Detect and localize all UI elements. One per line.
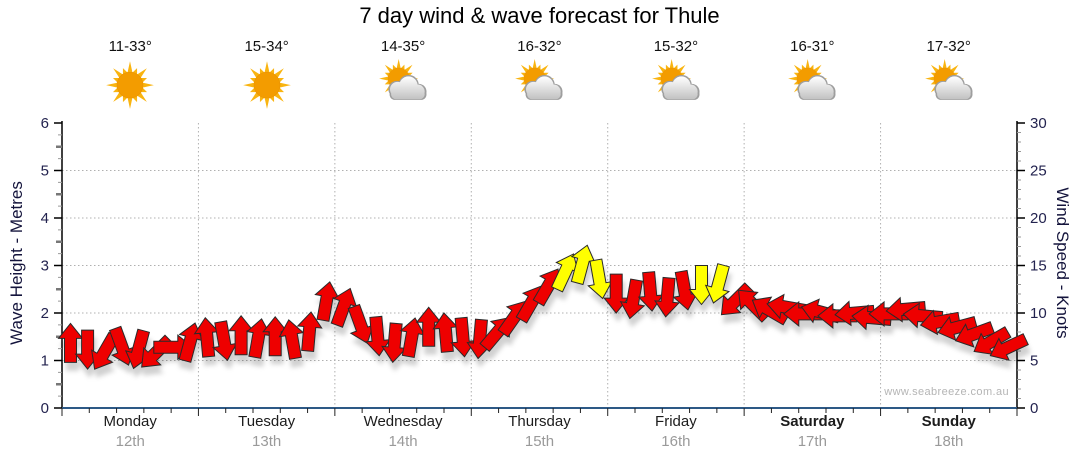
- x-axis-day-labels: Monday 12th Tuesday 13th Wednesday 14th Thursd…: [62, 413, 1017, 453]
- left-tick-label: 5: [41, 163, 49, 180]
- temp-range-label: 15-34°: [244, 38, 289, 55]
- left-tick-label: 1: [41, 353, 49, 370]
- day-header-thursday: 16-32°: [471, 38, 607, 122]
- sun-cloud-icon: [515, 59, 563, 100]
- day-date-label: 17th: [797, 433, 827, 450]
- sun-cloud-icon: [379, 59, 427, 100]
- watermark: www.seabreeze.com.au: [884, 386, 1009, 398]
- x-label-tuesday: Tuesday 13th: [198, 413, 334, 453]
- day-header-tuesday: 15-34°: [198, 38, 334, 122]
- day-header-wednesday: 14-35°: [335, 38, 471, 122]
- day-date-label: 14th: [388, 433, 418, 450]
- left-tick-label: 0: [41, 400, 49, 417]
- day-name-label: Thursday: [508, 413, 571, 430]
- wind-arrow: [919, 309, 961, 336]
- temp-range-label: 16-31°: [790, 38, 835, 55]
- wind-arrow: [954, 321, 995, 348]
- chart-title: 7 day wind & wave forecast for Thule: [359, 3, 720, 28]
- wind-arrow: [885, 296, 927, 323]
- day-header-saturday: 16-31°: [744, 38, 880, 122]
- sun-cloud-icon: [652, 59, 700, 100]
- day-name-label: Friday: [655, 413, 697, 430]
- day-name-label: Sunday: [921, 413, 976, 430]
- left-tick-label: 2: [41, 305, 49, 322]
- temp-range-label: 11-33°: [108, 38, 152, 55]
- day-date-label: 12th: [115, 433, 145, 450]
- wind-arrow: [704, 263, 731, 304]
- left-axis-ticks: 0 1 2 3 4 5 6: [41, 115, 62, 417]
- wind-arrow: [989, 333, 1029, 361]
- day-name-label: Monday: [103, 413, 157, 430]
- right-tick-label: 0: [1030, 400, 1038, 417]
- wind-arrow: [619, 278, 646, 320]
- right-tick-label: 25: [1030, 163, 1047, 180]
- sun-icon: [106, 61, 155, 109]
- day-header-monday: 11-33°: [62, 38, 198, 122]
- sun-cloud-icon: [788, 59, 836, 100]
- day-name-label: Wednesday: [363, 413, 443, 430]
- day-date-label: 15th: [524, 433, 555, 450]
- x-label-monday: Monday 12th: [62, 413, 198, 453]
- day-headers: 11-33° 15-34° 14-35° 16-32° 15-32° 16-31° 17-3…: [62, 38, 1017, 122]
- right-tick-label: 20: [1030, 210, 1047, 227]
- wind-arrow: [278, 319, 305, 360]
- day-header-sunday: 17-32°: [881, 38, 1017, 122]
- left-tick-label: 3: [41, 258, 49, 275]
- x-label-thursday: Thursday 15th: [471, 413, 607, 453]
- sun-icon: [242, 61, 291, 109]
- day-name-label: Tuesday: [238, 413, 296, 430]
- wind-arrow-series: [57, 244, 1029, 370]
- day-date-label: 13th: [252, 433, 282, 450]
- sun-cloud-icon: [924, 59, 973, 100]
- temp-range-label: 15-32°: [653, 38, 699, 55]
- x-label-friday: Friday 16th: [608, 413, 744, 453]
- right-tick-label: 10: [1030, 305, 1047, 322]
- right-tick-label: 5: [1030, 353, 1038, 370]
- wind-arrow: [296, 311, 323, 352]
- x-label-wednesday: Wednesday 14th: [335, 413, 471, 453]
- gridlines: [62, 123, 1017, 408]
- day-name-label: Saturday: [780, 413, 845, 430]
- temp-range-label: 17-32°: [926, 38, 971, 55]
- left-tick-label: 4: [41, 210, 49, 227]
- wind-arrow: [654, 276, 680, 318]
- temp-range-label: 14-35°: [380, 38, 426, 55]
- left-tick-label: 6: [41, 115, 49, 132]
- day-date-label: 16th: [661, 433, 691, 450]
- temp-range-label: 16-32°: [517, 38, 562, 55]
- x-axis-ticks: [61, 408, 1018, 416]
- right-tick-label: 15: [1030, 258, 1047, 275]
- x-label-sunday: Sunday 18th: [881, 413, 1017, 453]
- wind-arrow: [937, 315, 978, 342]
- right-axis-ticks: 0 5 10 15 20 25 30: [1017, 115, 1047, 417]
- day-date-label: 18th: [934, 433, 964, 450]
- x-label-saturday: Saturday 17th: [744, 413, 880, 453]
- right-tick-label: 30: [1030, 115, 1047, 132]
- day-header-friday: 15-32°: [608, 38, 744, 122]
